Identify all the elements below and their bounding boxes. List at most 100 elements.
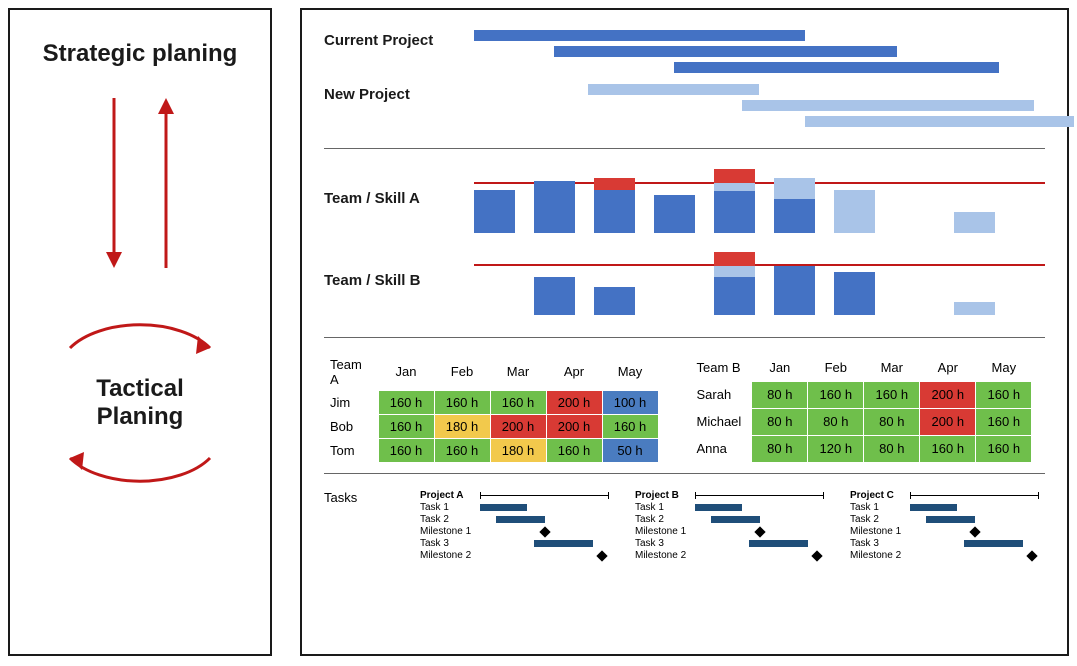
mini-task-bar (749, 540, 808, 547)
mini-projects: Project ATask 1Task 2Milestone 1Task 3Mi… (420, 490, 1045, 562)
skill-column (774, 178, 815, 233)
skill-column (954, 212, 995, 233)
page-wrap: Strategic planing Tactical Planing Curre… (8, 8, 1069, 656)
gantt-bar (742, 100, 1033, 111)
hours-cell: 50 h (602, 438, 658, 462)
hours-cell: 160 h (602, 414, 658, 438)
mini-track (480, 514, 615, 526)
mini-task-bar (926, 516, 975, 523)
month-header: Feb (808, 354, 864, 381)
skill-segment (714, 277, 755, 316)
skill-segment (954, 302, 995, 315)
mini-track (910, 526, 1045, 538)
skill-chart (474, 245, 1045, 315)
hours-cell: 160 h (976, 408, 1032, 435)
mini-track (910, 514, 1045, 526)
milestone-icon (811, 550, 822, 561)
skill-segment (774, 266, 815, 315)
hours-cell: 80 h (808, 408, 864, 435)
hours-cell: 80 h (752, 408, 808, 435)
month-header: May (602, 354, 658, 390)
hours-cell: 160 h (378, 390, 434, 414)
hours-cell: 160 h (434, 390, 490, 414)
hours-cell: 200 h (546, 414, 602, 438)
hours-cell: 160 h (976, 435, 1032, 462)
skill-segment (594, 190, 635, 233)
hours-cell: 160 h (434, 438, 490, 462)
skill-row-label: Team / Skill B (324, 272, 474, 289)
mini-item-label: Task 3 (850, 538, 910, 549)
mini-track (695, 550, 830, 562)
person-name: Anna (691, 435, 752, 462)
person-name: Michael (691, 408, 752, 435)
hours-table: Team AJanFebMarAprMayJim160 h160 h160 h2… (324, 354, 659, 463)
skill-segment (534, 181, 575, 234)
skill-segment (654, 195, 695, 234)
mini-item-label: Task 2 (420, 514, 480, 525)
person-name: Jim (324, 390, 378, 414)
skill-row-label: Team / Skill A (324, 190, 474, 207)
skill-segment (714, 183, 755, 191)
skill-row: Team / Skill B (324, 245, 1045, 315)
mini-track (695, 490, 830, 502)
hours-cell: 80 h (864, 435, 920, 462)
skill-segment (474, 190, 515, 233)
skill-column (834, 272, 875, 315)
skill-column (534, 181, 575, 234)
skill-row: Team / Skill A (324, 163, 1045, 233)
team-name: Team A (324, 354, 378, 390)
gantt-row-label: New Project (324, 84, 474, 103)
milestone-icon (754, 526, 765, 537)
mini-task-bar (534, 540, 593, 547)
skill-column (834, 190, 875, 233)
tactical-title-line1: Tactical (96, 375, 184, 402)
mini-item-label: Task 3 (635, 538, 695, 549)
gantt-row-label: Current Project (324, 30, 474, 49)
skill-segment (774, 199, 815, 233)
skill-segment (954, 212, 995, 233)
mini-project-title: Project A (420, 490, 480, 501)
hours-cell: 160 h (976, 381, 1032, 408)
skill-column (654, 195, 695, 234)
gantt-bar (588, 84, 759, 95)
mini-project-title: Project C (850, 490, 910, 501)
skill-charts: Team / Skill A Team / Skill B (324, 159, 1045, 327)
mini-summary-line (910, 495, 1038, 496)
mini-item-label: Milestone 2 (420, 550, 480, 561)
mini-track (695, 538, 830, 550)
mini-item-label: Task 1 (635, 502, 695, 513)
skill-segment (774, 178, 815, 199)
person-name: Bob (324, 414, 378, 438)
team-tables: Team AJanFebMarAprMayJim160 h160 h160 h2… (324, 354, 1045, 463)
skill-column (594, 178, 635, 233)
left-panel: Strategic planing Tactical Planing (8, 8, 272, 656)
skill-column (594, 287, 635, 315)
skill-segment (714, 169, 755, 183)
month-header: Apr (546, 354, 602, 390)
hours-cell: 80 h (752, 435, 808, 462)
mini-item-label: Milestone 2 (850, 550, 910, 561)
mini-item-label: Task 1 (420, 502, 480, 513)
skill-segment (534, 277, 575, 316)
gantt-bar (474, 30, 805, 41)
mini-item-label: Milestone 1 (420, 526, 480, 537)
skill-segment (594, 178, 635, 189)
mini-track (480, 538, 615, 550)
person-name: Sarah (691, 381, 752, 408)
gantt-row: Current Project (324, 30, 1045, 78)
person-name: Tom (324, 438, 378, 462)
skill-segment (714, 252, 755, 266)
milestone-icon (596, 550, 607, 561)
hours-cell: 80 h (864, 408, 920, 435)
hours-cell: 200 h (490, 414, 546, 438)
hours-cell: 80 h (752, 381, 808, 408)
mini-track (910, 550, 1045, 562)
hours-cell: 160 h (808, 381, 864, 408)
mini-track (480, 550, 615, 562)
mini-project: Project ATask 1Task 2Milestone 1Task 3Mi… (420, 490, 615, 562)
hours-table: Team BJanFebMarAprMaySarah80 h160 h160 h… (691, 354, 1033, 463)
tactical-title-line2: Planing (97, 403, 184, 430)
skill-column (774, 266, 815, 315)
right-panel: Current Project New Project Team / Skill … (300, 8, 1069, 656)
skill-segment (714, 191, 755, 233)
